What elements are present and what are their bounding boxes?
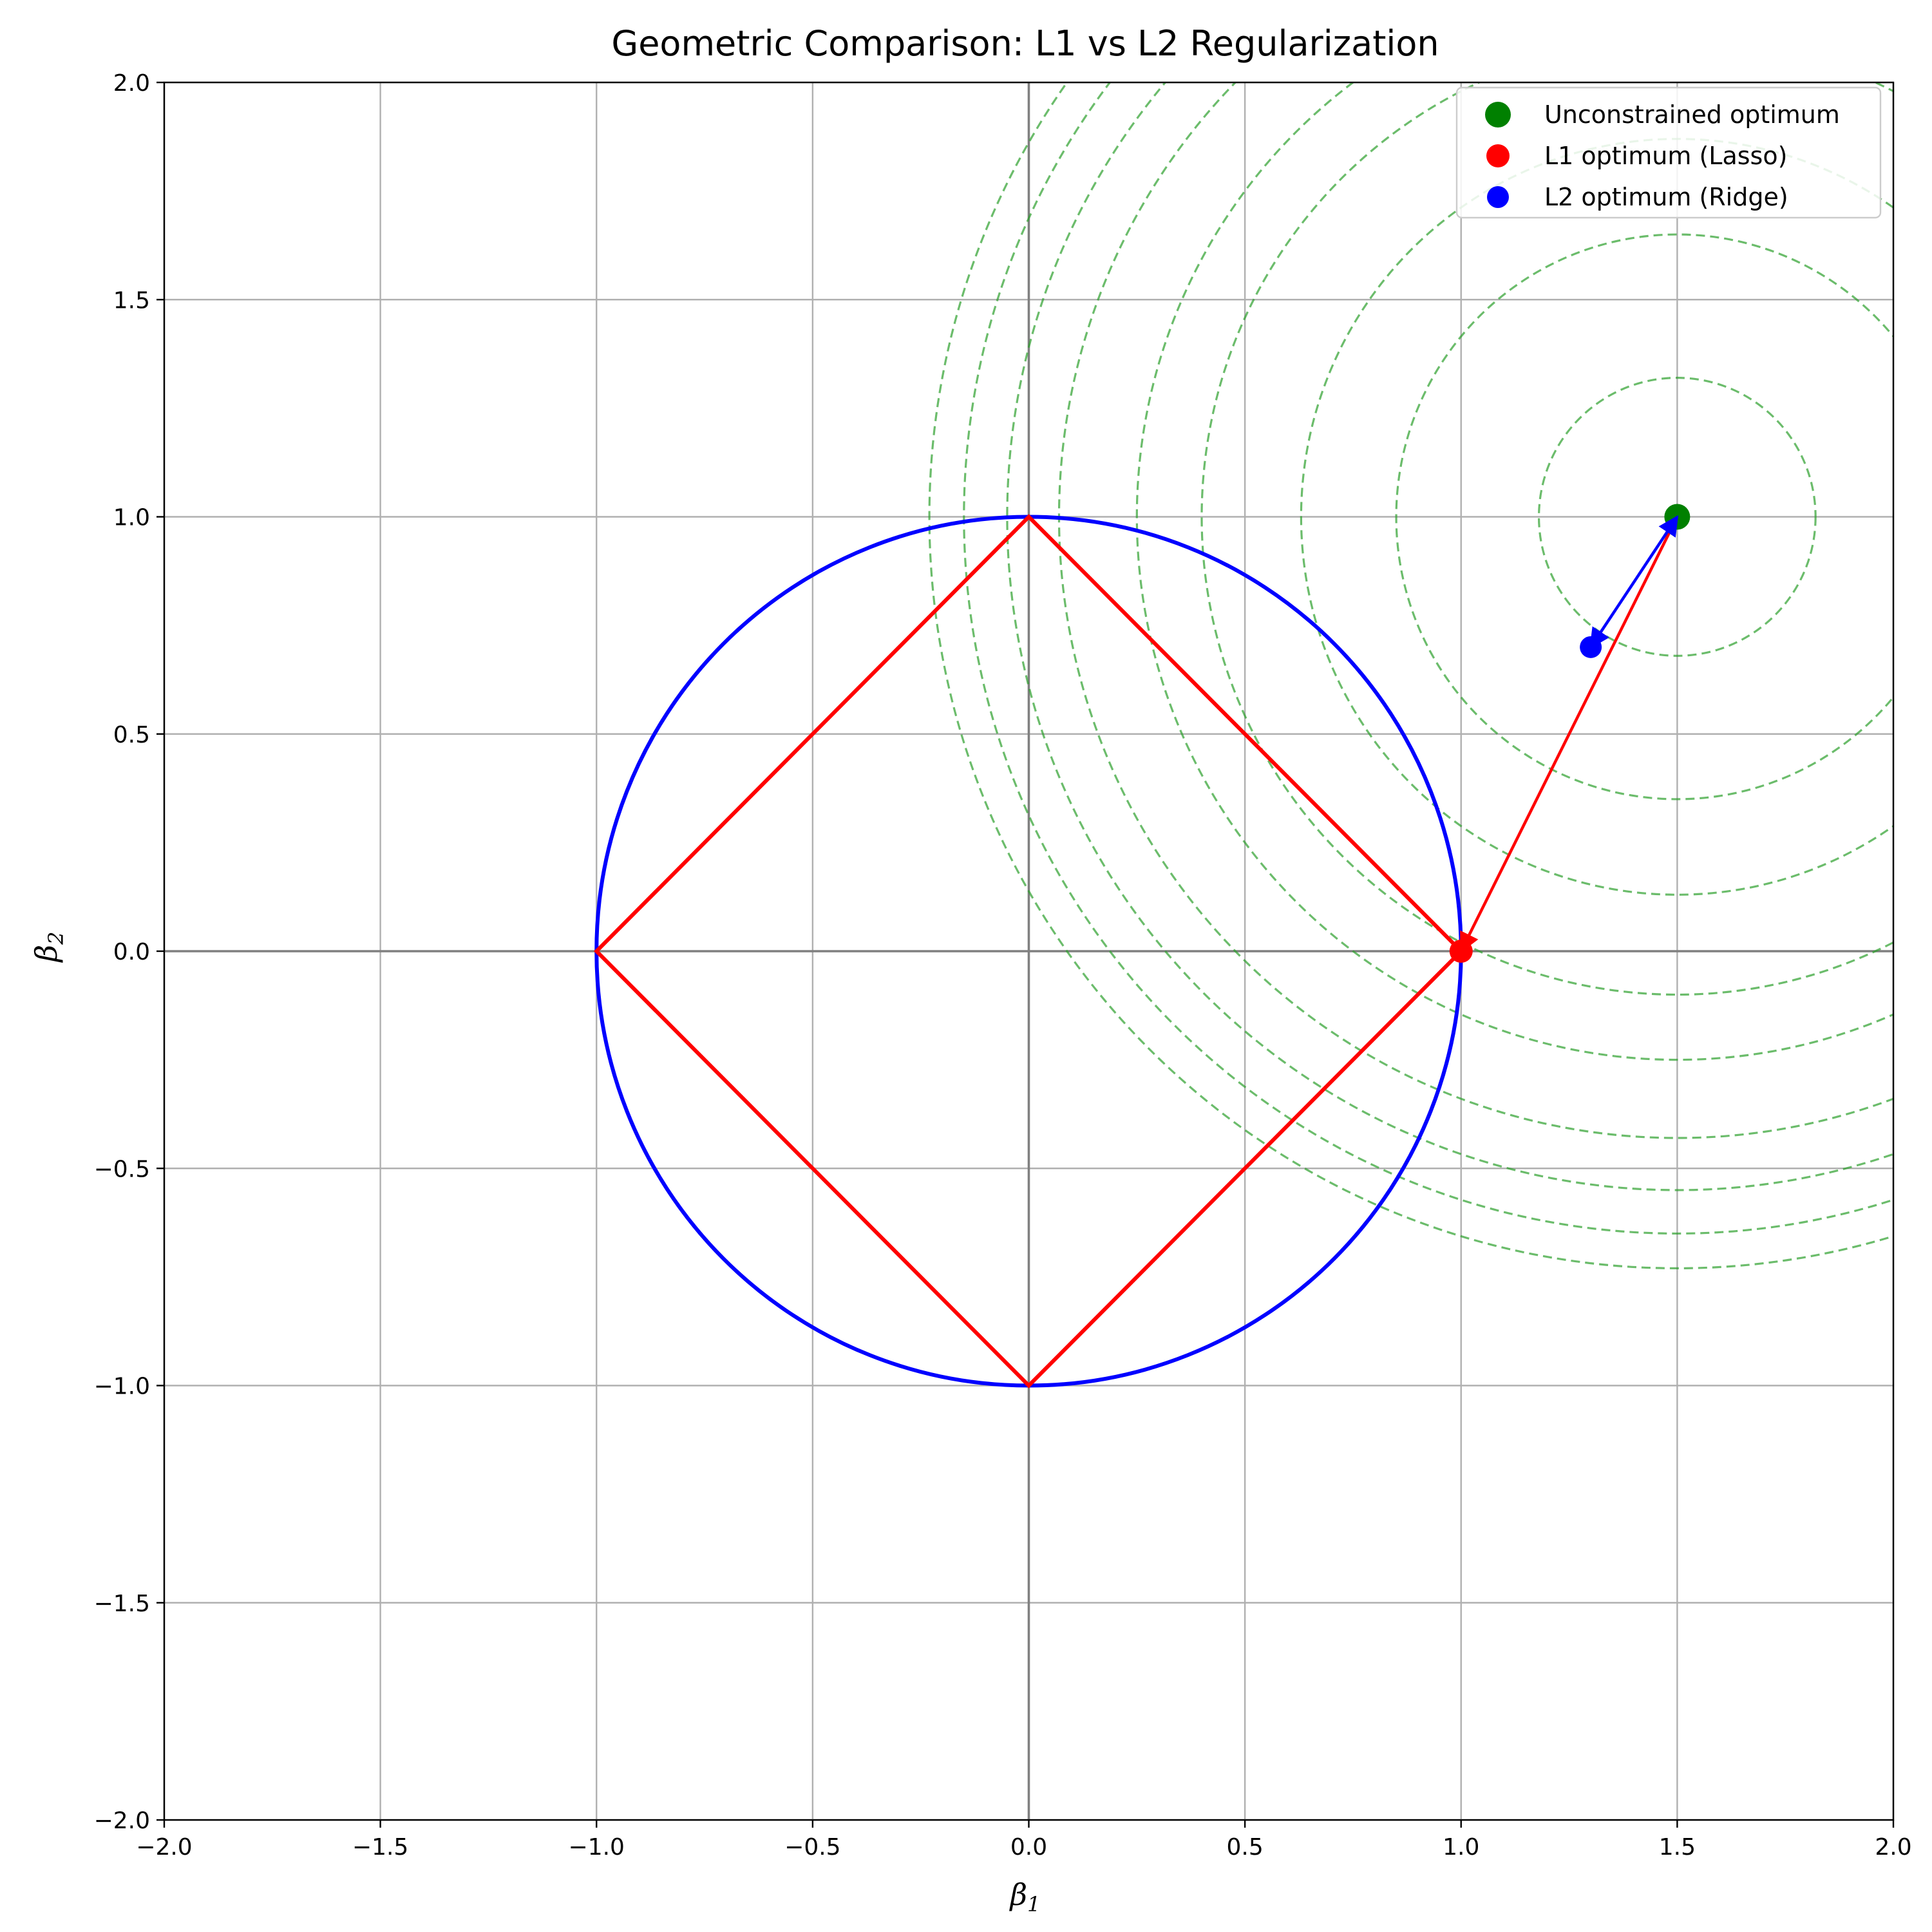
y-axis-label-symbol: β: [29, 945, 64, 963]
y-tick-label: −1.5: [94, 1591, 150, 1617]
legend-marker: [1486, 144, 1510, 167]
y-tick-label: 1.0: [113, 505, 150, 531]
chart-title: Geometric Comparison: L1 vs L2 Regulariz…: [611, 23, 1439, 64]
y-tick-label: −1.0: [94, 1374, 150, 1400]
legend-marker: [1487, 186, 1509, 208]
x-tick-label: 0.5: [1226, 1834, 1263, 1861]
x-tick-label: 2.0: [1875, 1834, 1911, 1861]
x-tick-label: 1.5: [1659, 1834, 1696, 1861]
legend-marker: [1485, 102, 1511, 128]
loss-contour: [1537, 377, 1817, 657]
ticks: −2.0 −1.5 −1.0 −0.5 0.0 0.5 1.0 1.5 2.0 −2.0 −1.5 −…: [94, 70, 1912, 1861]
legend-box: [1455, 86, 1882, 219]
plot-area: [164, 82, 1893, 1820]
y-tick-label: −0.5: [94, 1156, 150, 1182]
y-tick-label: 0.5: [113, 722, 150, 748]
loss-contour: [963, 82, 1893, 1235]
x-axis-label: β1: [1009, 1877, 1041, 1917]
x-tick-label: 0.0: [1010, 1834, 1047, 1861]
x-tick-label: −2.0: [136, 1834, 192, 1861]
legend-label: L2 optimum (Ridge): [1544, 183, 1788, 211]
x-axis-label-subscript: 1: [1027, 1892, 1040, 1917]
x-tick-label: 1.0: [1443, 1834, 1479, 1861]
y-axis-label: β2: [29, 932, 68, 963]
x-tick-label: −1.0: [569, 1834, 625, 1861]
loss-contour: [1135, 82, 1893, 1061]
loss-contour: [1006, 82, 1893, 1191]
y-tick-label: −2.0: [94, 1808, 150, 1834]
arrow-blue: [1589, 515, 1679, 649]
l1-constraint-diamond: [594, 514, 1464, 1388]
legend-label: Unconstrained optimum: [1544, 100, 1840, 129]
legend-label: L1 optimum (Lasso): [1544, 142, 1787, 170]
loss-contour: [1395, 233, 1893, 800]
y-axis-label-subscript: 2: [44, 932, 68, 945]
y-tick-label: 2.0: [113, 70, 150, 97]
loss-contour: [928, 82, 1893, 1269]
x-axis-label-symbol: β: [1009, 1877, 1028, 1912]
y-tick-label: 0.0: [113, 939, 150, 965]
x-tick-label: −1.5: [352, 1834, 408, 1861]
y-tick-label: 1.5: [113, 287, 150, 314]
x-tick-label: −0.5: [784, 1834, 840, 1861]
legend: Unconstrained optimum L1 optimum (Lasso) L…: [1455, 86, 1882, 219]
